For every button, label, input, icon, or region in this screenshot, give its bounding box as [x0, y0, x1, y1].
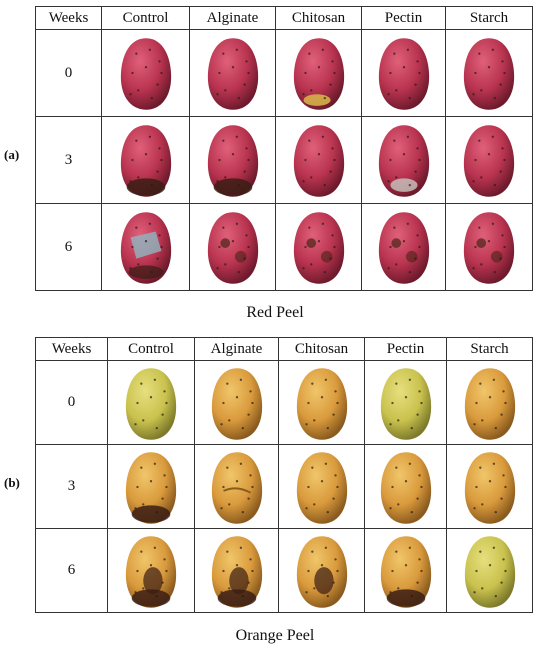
fruit-photo-cell: [364, 360, 447, 445]
fruit-photo-cell: [101, 203, 190, 291]
red-peel-table: Weeks Control Alginate Chitosan Pectin S…: [35, 6, 533, 291]
week-label: 3: [35, 444, 108, 529]
col-header-alginate: Alginate: [189, 6, 276, 30]
col-header-starch: Starch: [446, 337, 533, 361]
fruit-photo-cell: [189, 116, 276, 204]
prickly-pear-photo: [378, 38, 429, 110]
week-row: 0: [35, 360, 533, 445]
col-header-alginate: Alginate: [194, 337, 279, 361]
orange-peel-table: Weeks Control Alginate Chitosan Pectin S…: [35, 337, 533, 613]
week-label: 0: [35, 29, 102, 117]
col-header-pectin: Pectin: [361, 6, 446, 30]
prickly-pear-photo: [464, 367, 515, 440]
fruit-photo-cell: [275, 116, 362, 204]
prickly-pear-photo: [293, 212, 344, 284]
week-label: 6: [35, 528, 108, 613]
fruit-photo-cell: [446, 360, 533, 445]
week-row: 0: [35, 29, 533, 117]
week-label: 6: [35, 203, 102, 291]
week-row: 3: [35, 116, 533, 204]
prickly-pear-photo: [125, 451, 177, 524]
prickly-pear-photo: [207, 212, 258, 284]
prickly-pear-photo: [293, 125, 344, 197]
fruit-photo-cell: [194, 360, 279, 445]
prickly-pear-photo: [211, 451, 262, 524]
prickly-pear-photo: [463, 125, 515, 197]
fruit-photo-cell: [361, 116, 446, 204]
col-header-starch: Starch: [445, 6, 533, 30]
week-row: 3: [35, 444, 533, 529]
week-row: 6: [35, 203, 533, 291]
fruit-photo-cell: [189, 29, 276, 117]
fruit-photo-cell: [278, 528, 365, 613]
prickly-pear-photo: [378, 212, 429, 284]
prickly-pear-photo: [380, 367, 431, 440]
col-header-control: Control: [101, 6, 190, 30]
caption-red-peel: Red Peel: [246, 304, 304, 321]
prickly-pear-photo: [378, 125, 429, 197]
panel-label-a: (a): [4, 147, 20, 162]
header-row: Weeks Control Alginate Chitosan Pectin S…: [35, 337, 533, 361]
prickly-pear-photo: [380, 535, 431, 608]
prickly-pear-photo: [463, 212, 515, 284]
fruit-photo-cell: [364, 444, 447, 529]
col-header-chitosan: Chitosan: [275, 6, 362, 30]
prickly-pear-photo: [380, 451, 431, 524]
prickly-pear-photo: [211, 535, 262, 608]
prickly-pear-photo: [296, 535, 347, 608]
fruit-photo-cell: [101, 116, 190, 204]
header-row: Weeks Control Alginate Chitosan Pectin S…: [35, 6, 533, 30]
fruit-photo-cell: [446, 528, 533, 613]
fruit-photo-cell: [361, 29, 446, 117]
prickly-pear-photo: [211, 367, 262, 440]
fruit-photo-cell: [446, 444, 533, 529]
col-header-weeks: Weeks: [35, 337, 108, 361]
prickly-pear-photo: [296, 367, 347, 440]
fruit-photo-cell: [194, 528, 279, 613]
fruit-photo-cell: [189, 203, 276, 291]
prickly-pear-photo: [125, 367, 177, 440]
panel-label-b: (b): [4, 475, 20, 490]
fruit-photo-cell: [361, 203, 446, 291]
fruit-photo-cell: [275, 203, 362, 291]
week-label: 0: [35, 360, 108, 445]
fruit-photo-cell: [364, 528, 447, 613]
prickly-pear-photo: [293, 38, 344, 110]
fruit-photo-cell: [194, 444, 279, 529]
fruit-photo-cell: [275, 29, 362, 117]
col-header-chitosan: Chitosan: [278, 337, 365, 361]
col-header-weeks: Weeks: [35, 6, 102, 30]
col-header-pectin: Pectin: [364, 337, 447, 361]
fruit-photo-cell: [278, 360, 365, 445]
fruit-photo-cell: [107, 444, 195, 529]
caption-orange-peel: Orange Peel: [235, 627, 315, 644]
prickly-pear-photo: [296, 451, 347, 524]
fruit-photo-cell: [107, 528, 195, 613]
prickly-pear-photo: [464, 451, 515, 524]
prickly-pear-photo: [463, 38, 515, 110]
fruit-photo-cell: [278, 444, 365, 529]
fruit-photo-cell: [107, 360, 195, 445]
col-header-control: Control: [107, 337, 195, 361]
prickly-pear-photo: [464, 535, 515, 608]
prickly-pear-photo: [120, 125, 171, 197]
prickly-pear-photo: [207, 38, 258, 110]
prickly-pear-photo: [120, 212, 171, 284]
prickly-pear-photo: [120, 38, 171, 110]
prickly-pear-photo: [125, 535, 177, 608]
week-row: 6: [35, 528, 533, 613]
fruit-photo-cell: [445, 116, 533, 204]
fruit-photo-cell: [445, 203, 533, 291]
fruit-photo-cell: [101, 29, 190, 117]
fruit-photo-cell: [445, 29, 533, 117]
week-label: 3: [35, 116, 102, 204]
prickly-pear-photo: [207, 125, 258, 197]
